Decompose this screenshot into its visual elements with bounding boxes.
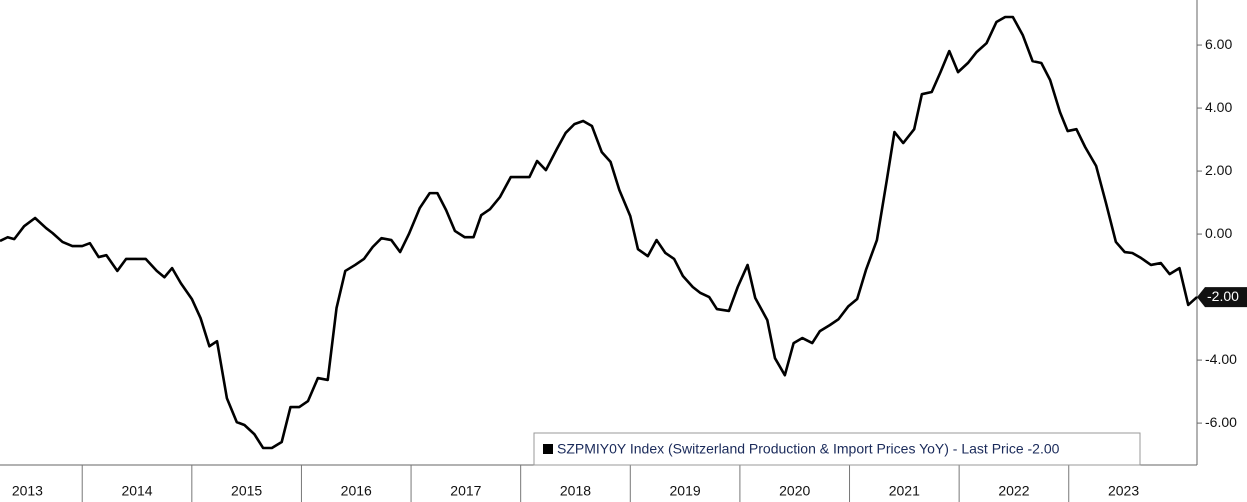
x-tick-label: 2017 [450, 483, 481, 499]
y-tick-label: 2.00 [1205, 162, 1232, 178]
y-tick-label: 0.00 [1205, 225, 1232, 241]
legend-swatch [543, 444, 553, 454]
x-tick-label: 2014 [121, 483, 152, 499]
x-tick-label: 2021 [889, 483, 920, 499]
x-tick-label: 2013 [12, 483, 43, 499]
y-tick-label: 6.00 [1205, 36, 1232, 52]
x-tick-label: 2019 [670, 483, 701, 499]
x-tick-label: 2020 [779, 483, 810, 499]
x-tick-label: 2016 [341, 483, 372, 499]
series-line [0, 15, 1198, 450]
x-tick-label: 2015 [231, 483, 262, 499]
x-tick-label: 2023 [1108, 483, 1139, 499]
x-tick-label: 2022 [998, 483, 1029, 499]
y-tick-label: 4.00 [1205, 99, 1232, 115]
legend-label: SZPMIY0Y Index (Switzerland Production &… [557, 441, 1060, 457]
x-axis: 2013 2014 2015 2016 2017 2018 2019 2020 2021 2022… [12, 465, 1139, 502]
last-price-marker [1197, 287, 1247, 308]
y-tick-label: -4.00 [1205, 351, 1237, 367]
y-tick-label: -6.00 [1205, 414, 1237, 430]
legend-box [533, 432, 1141, 466]
x-tick-label: 2018 [560, 483, 591, 499]
last-price-label: -2.00 [1207, 288, 1239, 304]
